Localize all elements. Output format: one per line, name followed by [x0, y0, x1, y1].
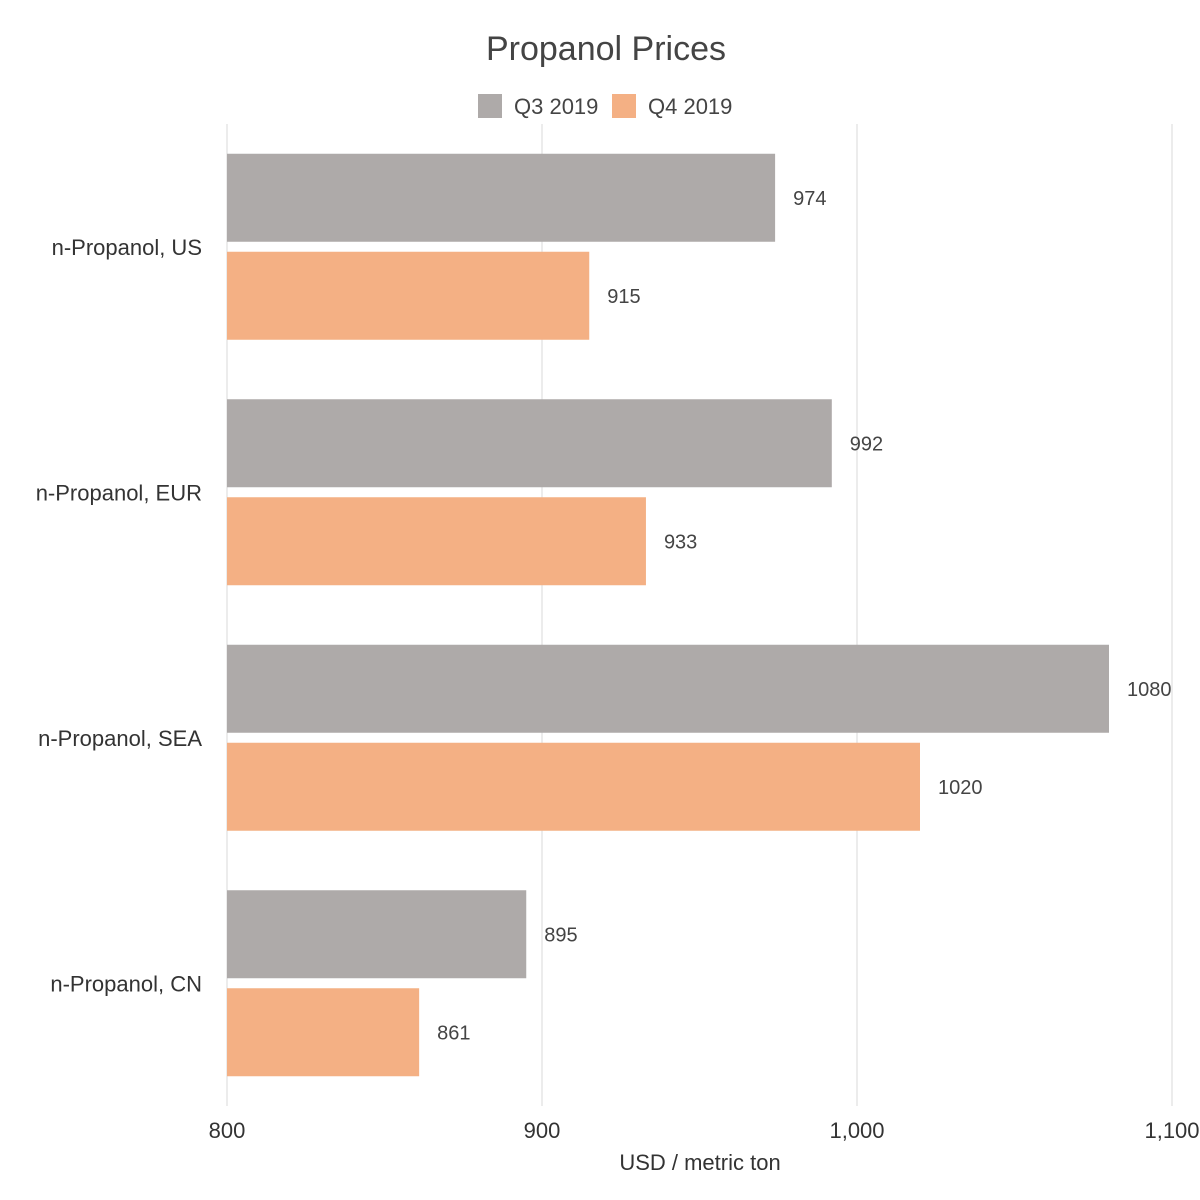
x-tick-labels: 800 900 1,000 1,100 — [209, 1118, 1200, 1143]
category-label: n-Propanol, US — [52, 235, 202, 260]
bar — [227, 742, 920, 831]
category-label: n-Propanol, EUR — [36, 480, 202, 505]
category-labels: n-Propanol, US n-Propanol, EUR n-Propanol,… — [36, 235, 203, 997]
legend-swatch-q3 — [478, 94, 502, 118]
legend-swatch-q4 — [612, 94, 636, 118]
value-label: 992 — [850, 433, 883, 455]
x-tick-label: 1,000 — [829, 1118, 884, 1143]
x-tick-label: 900 — [524, 1118, 561, 1143]
bar — [227, 153, 776, 242]
bar — [227, 890, 527, 979]
value-label: 895 — [544, 924, 577, 946]
x-axis-label: USD / metric ton — [619, 1150, 780, 1175]
value-label: 861 — [437, 1022, 470, 1044]
value-labels: 974 915 992 933 1080 1020 895 861 — [437, 188, 1171, 1045]
chart-title: Propanol Prices — [486, 30, 726, 68]
bar — [227, 399, 832, 488]
legend: Q3 2019 Q4 2019 — [478, 94, 732, 119]
value-label: 915 — [607, 286, 640, 308]
value-label: 933 — [664, 531, 697, 553]
category-label: n-Propanol, SEA — [38, 726, 202, 751]
bars — [227, 153, 1109, 1077]
value-label: 1020 — [938, 777, 983, 799]
legend-label-q3: Q3 2019 — [514, 94, 598, 119]
bar — [227, 988, 420, 1077]
legend-label-q4: Q4 2019 — [648, 94, 732, 119]
bar — [227, 251, 590, 340]
category-label: n-Propanol, CN — [50, 971, 202, 996]
bar — [227, 497, 646, 586]
value-label: 1080 — [1127, 679, 1172, 701]
x-tick-label: 800 — [209, 1118, 246, 1143]
bar — [227, 644, 1109, 733]
value-label: 974 — [793, 188, 826, 210]
x-tick-label: 1,100 — [1144, 1118, 1199, 1143]
